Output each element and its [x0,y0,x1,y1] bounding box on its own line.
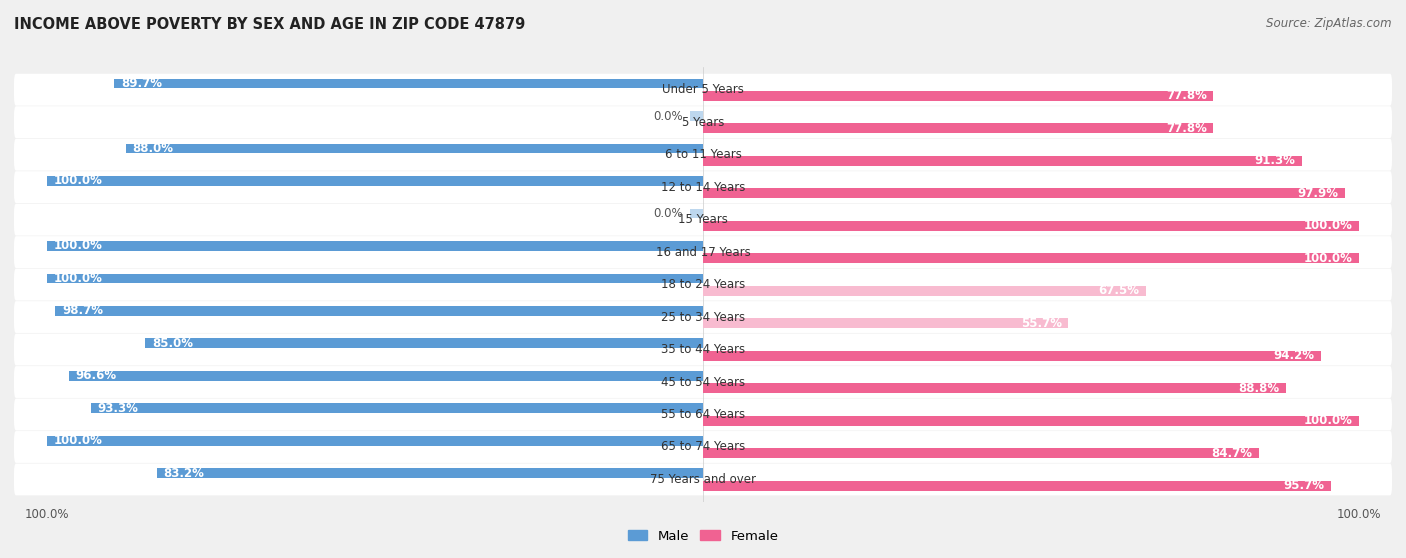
Text: 65 to 74 Years: 65 to 74 Years [661,440,745,454]
Bar [125,143,703,153]
Bar [46,176,703,186]
Bar [703,383,1285,393]
Text: 77.8%: 77.8% [1166,122,1206,135]
Text: 89.7%: 89.7% [121,77,162,90]
Text: 83.2%: 83.2% [163,467,204,480]
FancyBboxPatch shape [14,171,1392,203]
Text: 0.0%: 0.0% [654,109,683,123]
Text: 100.0%: 100.0% [53,239,103,252]
FancyBboxPatch shape [14,268,1392,301]
FancyBboxPatch shape [14,464,1392,496]
Text: INCOME ABOVE POVERTY BY SEX AND AGE IN ZIP CODE 47879: INCOME ABOVE POVERTY BY SEX AND AGE IN Z… [14,17,526,32]
Bar [69,371,703,381]
Text: 75 Years and over: 75 Years and over [650,473,756,486]
Text: 94.2%: 94.2% [1274,349,1315,362]
Text: 100.0%: 100.0% [1303,252,1353,264]
FancyBboxPatch shape [14,301,1392,333]
FancyBboxPatch shape [14,236,1392,268]
FancyBboxPatch shape [14,106,1392,138]
Text: Source: ZipAtlas.com: Source: ZipAtlas.com [1267,17,1392,30]
Text: 100.0%: 100.0% [1303,414,1353,427]
Text: 6 to 11 Years: 6 to 11 Years [665,148,741,161]
Bar [145,339,703,348]
FancyBboxPatch shape [14,398,1392,430]
Text: 15 Years: 15 Years [678,213,728,226]
Text: 55 to 64 Years: 55 to 64 Years [661,408,745,421]
Bar [703,253,1360,263]
Bar [46,436,703,446]
FancyBboxPatch shape [14,366,1392,398]
Text: 100.0%: 100.0% [1303,219,1353,232]
Text: 84.7%: 84.7% [1211,446,1253,460]
Bar [114,79,703,88]
Text: 88.8%: 88.8% [1237,382,1279,395]
Text: 18 to 24 Years: 18 to 24 Years [661,278,745,291]
Text: 88.0%: 88.0% [132,142,173,155]
Bar [703,351,1322,360]
Bar [690,111,703,121]
Text: 77.8%: 77.8% [1166,89,1206,102]
Bar [703,156,1302,166]
Text: 55.7%: 55.7% [1021,317,1062,330]
Text: 5 Years: 5 Years [682,116,724,129]
Bar [703,189,1346,198]
Text: 12 to 14 Years: 12 to 14 Years [661,181,745,194]
Bar [703,221,1360,230]
FancyBboxPatch shape [14,431,1392,463]
Text: 100.0%: 100.0% [53,434,103,448]
Text: 45 to 54 Years: 45 to 54 Years [661,376,745,388]
Text: 100.0%: 100.0% [53,175,103,187]
FancyBboxPatch shape [14,204,1392,235]
Text: 25 to 34 Years: 25 to 34 Years [661,311,745,324]
Legend: Male, Female: Male, Female [623,525,783,548]
Bar [55,306,703,316]
Text: 100.0%: 100.0% [53,272,103,285]
Text: 97.9%: 97.9% [1298,187,1339,200]
Bar [46,273,703,283]
Text: 85.0%: 85.0% [152,337,193,350]
Bar [703,481,1331,490]
Text: 98.7%: 98.7% [62,305,103,318]
FancyBboxPatch shape [14,139,1392,171]
Text: 0.0%: 0.0% [654,207,683,220]
Text: Under 5 Years: Under 5 Years [662,83,744,96]
Bar [703,416,1360,426]
Bar [703,448,1258,458]
Bar [703,91,1213,101]
Bar [157,468,703,478]
Text: 93.3%: 93.3% [97,402,138,415]
Text: 67.5%: 67.5% [1098,284,1139,297]
Bar [703,123,1213,133]
Bar [91,403,703,413]
Text: 35 to 44 Years: 35 to 44 Years [661,343,745,356]
FancyBboxPatch shape [14,74,1392,105]
Bar [690,209,703,218]
Text: 95.7%: 95.7% [1284,479,1324,492]
FancyBboxPatch shape [14,334,1392,365]
Text: 16 and 17 Years: 16 and 17 Years [655,246,751,258]
Text: 96.6%: 96.6% [76,369,117,382]
Text: 91.3%: 91.3% [1254,155,1295,167]
Bar [703,286,1146,296]
Bar [46,241,703,251]
Bar [703,319,1069,328]
